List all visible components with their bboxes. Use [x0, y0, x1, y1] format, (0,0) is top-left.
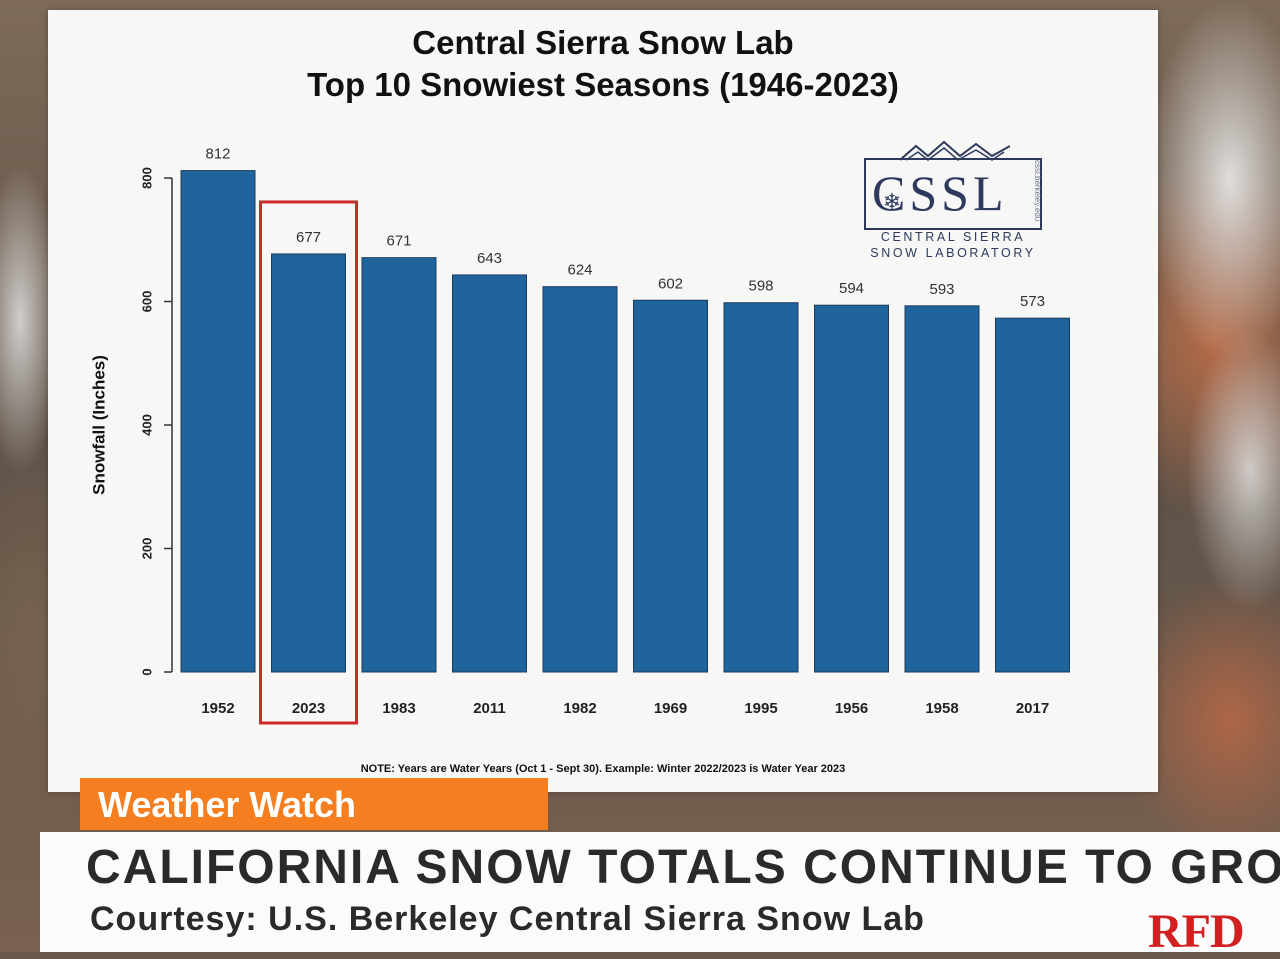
data-label: 643 [477, 250, 502, 267]
data-label: 598 [748, 278, 773, 295]
bar [904, 305, 980, 673]
y-tick-label: 400 [139, 414, 154, 436]
data-label: 594 [839, 280, 864, 297]
chart-subtitle: Top 10 Snowiest Seasons (1946-2023) [307, 66, 899, 103]
bar [542, 286, 618, 673]
x-tick-label: 2023 [292, 700, 325, 717]
x-tick-label: 2011 [473, 700, 506, 717]
bar [271, 253, 346, 673]
y-tick-label: 800 [139, 167, 154, 189]
bar [452, 274, 527, 673]
data-label: 573 [1020, 293, 1045, 310]
bar [633, 299, 708, 673]
x-tick-label: 1982 [563, 700, 596, 717]
logo-line-1: CENTRAL SIERRA [880, 230, 1026, 244]
data-label: 624 [567, 262, 592, 279]
highlight-box [259, 200, 358, 725]
data-label: 812 [205, 146, 230, 163]
bar [723, 302, 799, 673]
lower-third: CALIFORNIA SNOW TOTALS CONTINUE TO GROW … [40, 832, 1280, 958]
logo-letters: CSSL [872, 165, 1008, 221]
x-tick-label: 1958 [925, 700, 958, 717]
chart-panel: Central Sierra Snow Lab Top 10 Snowiest … [48, 10, 1158, 792]
logo-url: cssl.berkeley.edu [1033, 160, 1042, 222]
x-tick-label: 1952 [201, 700, 234, 717]
y-tick-label: 0 [139, 668, 154, 675]
cssl-logo: CSSL ❄ CENTRAL SIERRA SNOW LABORATORY cs… [864, 134, 1064, 274]
segment-tag: Weather Watch [80, 778, 548, 830]
bar [180, 170, 256, 673]
x-tick-label: 2017 [1016, 700, 1049, 717]
chart-title: Central Sierra Snow Lab [412, 24, 794, 61]
x-tick-label: 1956 [835, 700, 868, 717]
data-label: 677 [296, 229, 321, 246]
bar [814, 304, 889, 673]
headline: CALIFORNIA SNOW TOTALS CONTINUE TO GROW [86, 841, 1280, 894]
snowflake-icon: ❄ [882, 189, 902, 214]
logo-line-2: SNOW LABORATORY [870, 246, 1036, 260]
chart-note: NOTE: Years are Water Years (Oct 1 - Sep… [360, 763, 846, 775]
x-tick-label: 1995 [744, 700, 777, 717]
data-label: 602 [658, 275, 683, 292]
data-label: 671 [386, 233, 411, 250]
bar-chart: 0 200 400 600 800 Snowfall (Inches) 812 1952 677… [89, 146, 1070, 725]
data-label: 593 [929, 281, 954, 298]
y-axis-title: Snowfall (Inches) [89, 355, 108, 495]
bar [361, 257, 437, 673]
x-tick-label: 1969 [654, 700, 687, 717]
logo-box: CSSL ❄ [864, 158, 1042, 230]
bar [995, 317, 1070, 673]
y-tick-label: 200 [139, 538, 154, 560]
station-logo: RFD [1148, 905, 1245, 958]
y-tick-label: 600 [139, 291, 154, 313]
x-tick-label: 1983 [382, 700, 415, 717]
subline: Courtesy: U.S. Berkeley Central Sierra S… [90, 900, 925, 938]
